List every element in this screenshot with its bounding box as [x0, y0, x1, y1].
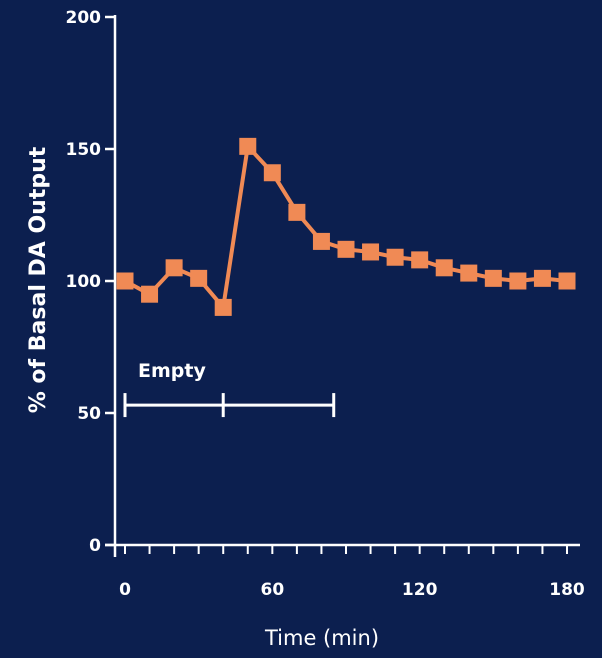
x-tick-label: 180 [549, 580, 585, 600]
y-tick-label: 50 [77, 404, 101, 424]
y-tick-label: 200 [66, 8, 102, 28]
annotation-layer: Empty [123, 360, 336, 418]
x-axis-title: Time (min) [264, 626, 379, 650]
data-point [533, 269, 551, 287]
data-point [509, 272, 527, 290]
y-tick-label: 150 [66, 140, 102, 160]
data-point [337, 240, 355, 258]
y-tick-label: 100 [66, 272, 102, 292]
x-ticks: 0 60 120 180 [119, 545, 585, 600]
y-ticks: 0 50 100 150 200 [66, 8, 115, 556]
data-point [362, 243, 380, 261]
data-point [288, 203, 306, 221]
data-point [263, 164, 281, 182]
data-point [460, 264, 478, 282]
data-point [141, 285, 159, 303]
x-tick-label: 120 [402, 580, 438, 600]
annotation-label: Empty [138, 360, 206, 382]
data-point [386, 248, 404, 266]
data-point [165, 259, 183, 277]
x-tick-label: 60 [260, 580, 284, 600]
y-axis-title: % of Basal DA Output [26, 146, 51, 413]
data-point [484, 269, 502, 287]
data-point [214, 298, 232, 316]
data-point [239, 137, 257, 155]
data-point [558, 272, 576, 290]
data-point [435, 259, 453, 277]
x-tick-label: 0 [119, 580, 131, 600]
data-point [116, 272, 134, 290]
data-point [190, 269, 208, 287]
data-point [312, 232, 330, 250]
series-layer [116, 137, 576, 316]
axes [105, 15, 580, 557]
y-tick-label: 0 [89, 536, 101, 556]
data-point [411, 251, 429, 269]
